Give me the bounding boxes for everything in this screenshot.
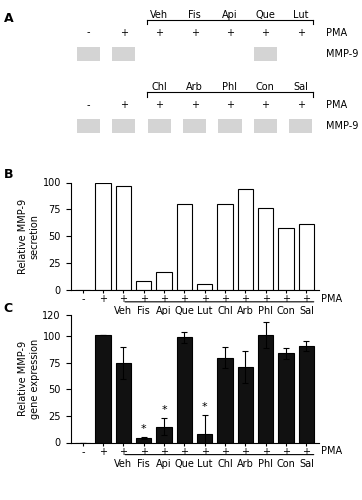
Text: +: + [120,100,128,110]
Y-axis label: Relative MMP-9
secretion: Relative MMP-9 secretion [18,198,40,274]
Text: Arb: Arb [237,306,254,316]
Text: +: + [155,28,163,38]
Bar [96,335,111,442]
Bar [112,47,135,60]
Text: PMA: PMA [326,100,347,110]
Text: Fis: Fis [138,306,150,316]
Bar [156,272,172,290]
Text: Lut: Lut [197,306,212,316]
Text: Lut: Lut [197,459,212,469]
Text: Sal: Sal [299,306,314,316]
Text: +: + [226,28,234,38]
Bar [238,189,253,290]
Text: +: + [120,28,128,38]
Text: Veh: Veh [114,306,132,316]
Text: Que: Que [174,306,194,316]
Bar [116,363,131,442]
Bar [112,120,135,133]
Text: PMA: PMA [326,28,347,38]
Text: +: + [190,28,199,38]
Text: Arb: Arb [237,459,254,469]
Text: Con: Con [277,459,295,469]
Text: -: - [87,100,90,110]
Bar [258,208,273,290]
Bar [219,120,241,133]
Bar [238,367,253,442]
Bar [197,284,212,290]
Text: Phl: Phl [223,82,237,92]
Text: +: + [261,100,269,110]
Y-axis label: Relative MMP-9
gene expression: Relative MMP-9 gene expression [18,338,39,419]
Bar [183,120,206,133]
Text: PMA: PMA [321,446,342,456]
Bar [116,186,131,290]
Text: Con: Con [277,306,295,316]
Bar [218,358,233,442]
Text: +: + [226,100,234,110]
Bar [289,120,312,133]
Text: -: - [87,28,90,38]
Bar [278,228,294,290]
Text: Api: Api [156,306,172,316]
Text: Veh: Veh [114,459,132,469]
Bar [299,346,314,442]
Bar [254,47,277,60]
Text: Fis: Fis [138,459,150,469]
Text: Veh: Veh [150,10,168,20]
Bar [254,120,277,133]
Text: Con: Con [256,82,275,92]
Text: +: + [155,100,163,110]
Text: Sal: Sal [294,82,308,92]
Text: *: * [161,405,167,415]
Text: MMP-9: MMP-9 [326,49,358,58]
Text: *: * [141,424,147,434]
Bar [278,353,294,442]
Bar [136,282,151,290]
Text: Fis: Fis [188,10,201,20]
Text: Que: Que [256,10,275,20]
Text: +: + [297,100,305,110]
Text: Chl: Chl [217,459,233,469]
Text: +: + [261,28,269,38]
Bar [177,204,192,290]
Bar [299,224,314,290]
Text: Api: Api [222,10,238,20]
Text: PMA: PMA [321,294,342,304]
Text: Chl: Chl [151,82,167,92]
Text: Phl: Phl [258,459,273,469]
Text: +: + [190,100,199,110]
Text: C: C [4,302,13,316]
Text: Arb: Arb [186,82,203,92]
Bar [136,438,151,442]
Text: Chl: Chl [217,306,233,316]
Bar [218,204,233,290]
Text: *: * [202,402,207,411]
Bar [77,120,100,133]
Text: Que: Que [174,459,194,469]
Text: +: + [297,28,305,38]
Bar [258,335,273,442]
Bar [197,434,212,442]
Text: Phl: Phl [258,306,273,316]
Text: Api: Api [156,459,172,469]
Text: B: B [4,168,13,180]
Text: Sal: Sal [299,459,314,469]
Bar [96,182,111,290]
Text: MMP-9: MMP-9 [326,122,358,132]
Text: A: A [4,12,13,26]
Bar [77,47,100,60]
Bar [156,426,172,442]
Bar [148,120,171,133]
Text: Lut: Lut [293,10,308,20]
Bar [177,338,192,442]
